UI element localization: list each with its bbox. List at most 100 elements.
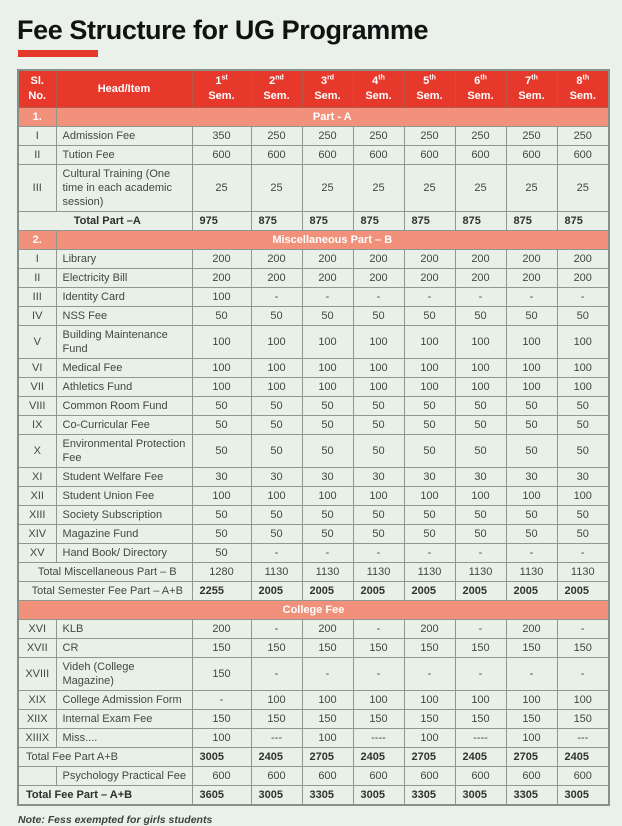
head-item-cell: Admission Fee bbox=[55, 126, 193, 146]
value-cell: 100 bbox=[301, 690, 354, 710]
value-cell: - bbox=[301, 657, 354, 691]
table-row: XII Student Union Fee 100 100 100 100 100 100 10… bbox=[17, 486, 610, 506]
sl-no-cell: III bbox=[17, 164, 57, 212]
sl-no-cell: XI bbox=[17, 467, 57, 487]
value-cell: 50 bbox=[505, 306, 558, 326]
sl-no-cell: X bbox=[17, 434, 57, 468]
value-cell: 600 bbox=[352, 766, 405, 786]
section-banner-row: College Fee bbox=[17, 600, 610, 620]
sl-no-cell: II bbox=[17, 145, 57, 165]
value-cell: 600 bbox=[403, 766, 456, 786]
value-cell: 100 bbox=[556, 690, 610, 710]
head-item-cell: Videh (College Magazine) bbox=[55, 657, 193, 691]
value-cell: 150 bbox=[556, 638, 610, 658]
table-row: IV NSS Fee 50 50 50 50 50 50 50 50 bbox=[17, 306, 610, 326]
value-cell: 250 bbox=[352, 126, 405, 146]
value-cell: 100 bbox=[556, 358, 610, 378]
header-cell-sl-no: Sl. No. bbox=[17, 69, 57, 108]
table-row: I Admission Fee 350 250 250 250 250 250 250 250 bbox=[17, 126, 610, 146]
value-cell: 200 bbox=[250, 249, 303, 269]
table-row: XIII Society Subscription 50 50 50 50 50 50 50 50 bbox=[17, 505, 610, 525]
total-label-cell: Total Fee Part – A+B bbox=[17, 785, 193, 806]
table-row: XI Student Welfare Fee 30 30 30 30 30 30 30 30 bbox=[17, 467, 610, 487]
value-cell: 100 bbox=[403, 486, 456, 506]
value-cell: 25 bbox=[191, 164, 252, 212]
value-cell: - bbox=[454, 619, 507, 639]
value-cell: 50 bbox=[556, 434, 610, 468]
value-cell: - bbox=[403, 543, 456, 563]
table-row: IX Co-Curricular Fee 50 50 50 50 50 50 50 50 bbox=[17, 415, 610, 435]
value-cell: - bbox=[250, 657, 303, 691]
value-cell: 50 bbox=[191, 543, 252, 563]
value-cell: 100 bbox=[454, 690, 507, 710]
table-row: XIIIX Miss.... 100 --- 100 ---- 100 ---- 100 --- bbox=[17, 728, 610, 748]
value-cell: 100 bbox=[505, 358, 558, 378]
value-cell: 100 bbox=[191, 728, 252, 748]
value-cell: 600 bbox=[505, 145, 558, 165]
total-row: Total Fee Part A+B 3005 2405 2705 2405 2705 24… bbox=[17, 747, 610, 767]
value-cell: - bbox=[556, 543, 610, 563]
value-cell: 100 bbox=[301, 358, 354, 378]
value-cell: 3005 bbox=[191, 747, 252, 767]
table-row: XIV Magazine Fund 50 50 50 50 50 50 50 50 bbox=[17, 524, 610, 544]
value-cell: 50 bbox=[250, 415, 303, 435]
value-cell: 100 bbox=[191, 325, 252, 359]
head-item-cell: Student Welfare Fee bbox=[55, 467, 193, 487]
value-cell: - bbox=[556, 287, 610, 307]
value-cell: - bbox=[301, 287, 354, 307]
value-cell: 600 bbox=[454, 145, 507, 165]
sl-no-cell: IV bbox=[17, 306, 57, 326]
value-cell: 100 bbox=[403, 325, 456, 359]
value-cell: 100 bbox=[301, 486, 354, 506]
table-row: II Tution Fee 600 600 600 600 600 600 600 600 bbox=[17, 145, 610, 165]
table-row: XVII CR 150 150 150 150 150 150 150 150 bbox=[17, 638, 610, 658]
value-cell: 250 bbox=[556, 126, 610, 146]
value-cell: 100 bbox=[191, 287, 252, 307]
value-cell: - bbox=[191, 690, 252, 710]
value-cell: 200 bbox=[250, 268, 303, 288]
head-item-cell: Medical Fee bbox=[55, 358, 193, 378]
sl-no-cell: VI bbox=[17, 358, 57, 378]
table-row: VII Athletics Fund 100 100 100 100 100 100 100 10… bbox=[17, 377, 610, 397]
value-cell: 50 bbox=[556, 415, 610, 435]
value-cell: 25 bbox=[250, 164, 303, 212]
header-cell-sem-4: 4th Sem. bbox=[352, 69, 405, 108]
header-cell-sem-8: 8th Sem. bbox=[556, 69, 610, 108]
value-cell: 150 bbox=[191, 657, 252, 691]
value-cell: - bbox=[454, 543, 507, 563]
value-cell: 100 bbox=[505, 325, 558, 359]
value-cell: 200 bbox=[191, 249, 252, 269]
value-cell: 30 bbox=[505, 467, 558, 487]
header-cell-sem-6: 6th Sem. bbox=[454, 69, 507, 108]
value-cell: 50 bbox=[191, 505, 252, 525]
value-cell: 30 bbox=[454, 467, 507, 487]
value-cell: 1130 bbox=[454, 562, 507, 582]
section-number-cell: 2. bbox=[17, 230, 57, 250]
value-cell: 50 bbox=[454, 434, 507, 468]
value-cell: 600 bbox=[556, 766, 610, 786]
head-item-cell: Athletics Fund bbox=[55, 377, 193, 397]
value-cell: 2005 bbox=[556, 581, 610, 601]
sl-no-cell: XIIIX bbox=[17, 728, 57, 748]
value-cell: 100 bbox=[191, 377, 252, 397]
value-cell: 50 bbox=[556, 505, 610, 525]
value-cell: 50 bbox=[250, 505, 303, 525]
head-item-cell: Library bbox=[55, 249, 193, 269]
value-cell: 100 bbox=[454, 358, 507, 378]
value-cell: 150 bbox=[403, 638, 456, 658]
value-cell: 200 bbox=[301, 619, 354, 639]
value-cell: 30 bbox=[250, 467, 303, 487]
sl-no-cell: XII bbox=[17, 486, 57, 506]
value-cell: 3005 bbox=[454, 785, 507, 806]
head-item-cell: Psychology Practical Fee bbox=[55, 766, 193, 786]
value-cell: 100 bbox=[403, 358, 456, 378]
value-cell: 50 bbox=[454, 524, 507, 544]
value-cell: 150 bbox=[250, 709, 303, 729]
value-cell: 100 bbox=[352, 690, 405, 710]
table-row: X Environmental Protection Fee 50 50 50 50 50 5… bbox=[17, 434, 610, 468]
value-cell: 50 bbox=[403, 306, 456, 326]
sl-no-cell: XVI bbox=[17, 619, 57, 639]
value-cell: 100 bbox=[352, 325, 405, 359]
value-cell: ---- bbox=[454, 728, 507, 748]
value-cell: 100 bbox=[403, 377, 456, 397]
